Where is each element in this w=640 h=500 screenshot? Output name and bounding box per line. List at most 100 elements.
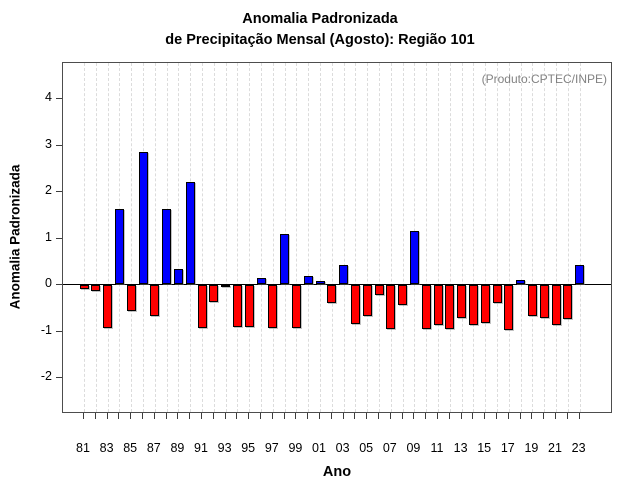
- bar-05: [362, 285, 372, 316]
- bar-87: [150, 285, 160, 317]
- gridline-85: [131, 63, 133, 412]
- y-tick-label-3: 3: [45, 136, 52, 151]
- bar-97: [268, 285, 278, 328]
- bar-22: [563, 285, 573, 320]
- gridline-08: [402, 63, 404, 412]
- x-tick-label-13: 13: [453, 441, 468, 455]
- gridline-05: [367, 63, 369, 412]
- bar-88: [162, 208, 172, 284]
- gridline-91: [202, 63, 203, 412]
- x-tick-01: [319, 413, 320, 419]
- gridline-15: [485, 63, 487, 412]
- bar-96: [256, 277, 266, 284]
- x-tick-04: [354, 413, 356, 419]
- y-tick-4: [56, 98, 62, 99]
- bar-91: [197, 285, 207, 328]
- y-tick-label-0: 0: [45, 276, 52, 290]
- bar-83: [103, 285, 113, 328]
- gridline-06: [379, 63, 380, 412]
- gridline-82: [95, 63, 97, 412]
- y-tick--1: [56, 330, 62, 332]
- gridline-96: [261, 63, 262, 412]
- x-tick-19: [531, 413, 533, 419]
- x-tick-label-93: 93: [217, 441, 232, 455]
- bar-95: [244, 285, 254, 327]
- gridline-22: [567, 63, 569, 412]
- x-tick-08: [401, 413, 403, 419]
- x-tick-label-95: 95: [241, 441, 256, 455]
- bar-94: [232, 285, 242, 327]
- x-tick-99: [295, 413, 297, 419]
- gridline-10: [426, 63, 428, 412]
- bar-81: [79, 285, 89, 289]
- gridline-95: [249, 63, 251, 412]
- x-tick-label-17: 17: [500, 441, 515, 455]
- x-tick-86: [142, 413, 143, 419]
- x-tick-83: [106, 413, 108, 419]
- gridline-02: [331, 63, 333, 412]
- x-tick-17: [507, 413, 509, 419]
- x-tick-21: [555, 413, 556, 419]
- gridline-07: [390, 63, 392, 412]
- x-tick-07: [389, 413, 391, 419]
- x-tick-label-89: 89: [170, 441, 185, 455]
- bar-12: [445, 285, 455, 329]
- x-tick-87: [153, 413, 155, 419]
- bar-14: [468, 285, 478, 326]
- x-tick-82: [94, 413, 96, 419]
- gridline-97: [272, 63, 274, 412]
- bar-84: [114, 208, 124, 284]
- gridline-01: [320, 63, 321, 412]
- gridline-99: [296, 63, 298, 412]
- gridline-19: [532, 63, 534, 412]
- x-tick-label-03: 03: [335, 441, 350, 455]
- x-tick-22: [566, 413, 568, 419]
- gridline-16: [497, 63, 498, 412]
- x-tick-label-83: 83: [99, 441, 114, 455]
- bar-99: [291, 285, 301, 328]
- x-axis-title: Ano: [322, 464, 352, 480]
- x-tick-81: [83, 413, 84, 419]
- x-tick-11: [437, 413, 438, 419]
- bar-08: [398, 285, 408, 306]
- bar-00: [303, 276, 313, 284]
- y-tick-label-2: 2: [45, 183, 52, 197]
- y-tick-label-4: 4: [45, 90, 52, 104]
- gridline-83: [107, 63, 109, 412]
- x-tick-00: [307, 413, 309, 419]
- x-tick-95: [248, 413, 250, 419]
- x-tick-label-85: 85: [123, 441, 138, 455]
- x-tick-14: [472, 413, 474, 419]
- bar-09: [409, 231, 419, 284]
- bar-10: [421, 285, 431, 329]
- y-tick-label-1: 1: [45, 229, 52, 244]
- x-tick-93: [224, 413, 226, 419]
- x-tick-label-21: 21: [548, 441, 562, 455]
- x-tick-09: [413, 413, 415, 419]
- x-tick-label-87: 87: [146, 441, 161, 455]
- gridline-89: [178, 63, 180, 412]
- gridline-14: [473, 63, 475, 412]
- gridline-03: [343, 63, 345, 412]
- x-tick-12: [448, 413, 450, 419]
- bar-21: [551, 285, 561, 326]
- x-tick-16: [496, 413, 497, 419]
- source-annotation: (Produto:CPTEC/INPE): [481, 72, 607, 86]
- bar-92: [209, 285, 219, 302]
- gridline-92: [213, 63, 215, 412]
- gridline-12: [449, 63, 451, 412]
- bar-85: [126, 285, 136, 311]
- gridline-94: [237, 63, 239, 412]
- bar-93: [221, 285, 231, 288]
- bar-06: [374, 285, 384, 295]
- x-tick-02: [330, 413, 332, 419]
- bar-90: [185, 182, 195, 284]
- plot-area: [62, 62, 612, 413]
- x-tick-label-99: 99: [288, 441, 303, 455]
- bar-82: [91, 285, 101, 292]
- y-tick-0: [56, 284, 62, 285]
- bar-16: [492, 285, 502, 304]
- y-tick-2: [56, 191, 62, 192]
- x-tick-label-09: 09: [406, 441, 421, 455]
